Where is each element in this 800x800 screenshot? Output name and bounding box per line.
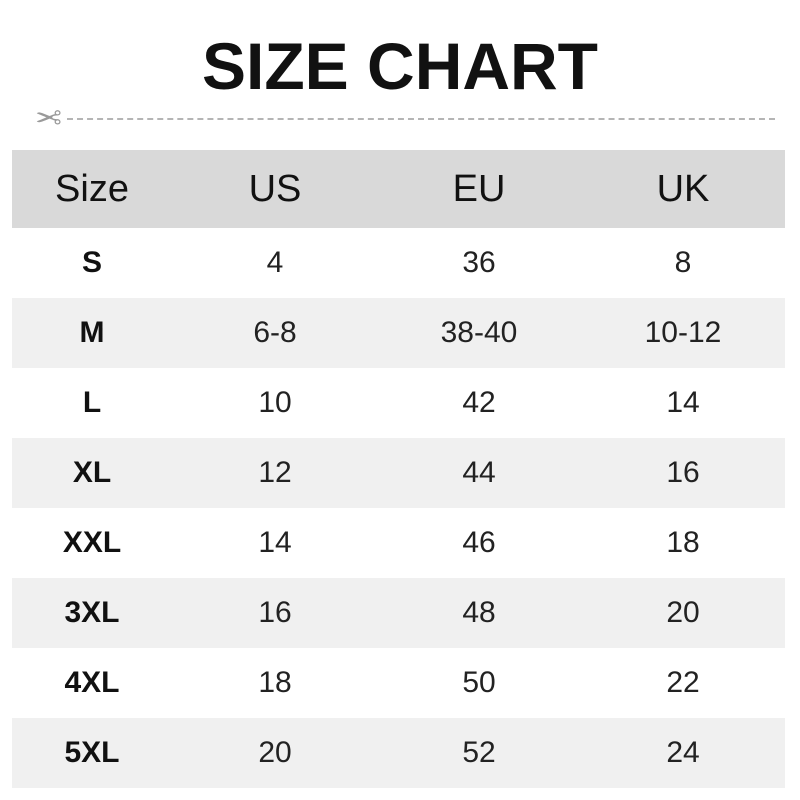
dashed-line xyxy=(67,118,775,120)
table-row: M 6-8 38-40 10-12 xyxy=(12,298,785,368)
cell-uk: 16 xyxy=(666,456,700,489)
cut-line-divider: ✂ xyxy=(35,100,775,136)
cell-eu: 42 xyxy=(462,386,496,419)
cell-uk: 18 xyxy=(666,526,700,559)
cell-uk: 8 xyxy=(674,246,692,279)
cell-uk: 24 xyxy=(666,736,700,769)
cell-uk: 22 xyxy=(666,666,700,699)
cell-us: 18 xyxy=(258,666,292,699)
cell-size: 5XL xyxy=(64,736,120,769)
table-row: L 10 42 14 xyxy=(12,368,785,438)
cell-eu: 38-40 xyxy=(440,316,518,349)
header-size: Size xyxy=(55,167,129,210)
cell-us: 4 xyxy=(266,246,284,279)
scissors-icon: ✂ xyxy=(35,100,62,136)
table-row: XL 12 44 16 xyxy=(12,438,785,508)
cell-uk: 10-12 xyxy=(644,316,722,349)
cell-eu: 48 xyxy=(462,596,496,629)
table-row: S 4 36 8 xyxy=(12,228,785,298)
cell-us: 12 xyxy=(258,456,292,489)
header-us: US xyxy=(248,167,302,210)
cell-size: M xyxy=(79,316,105,349)
cell-us: 16 xyxy=(258,596,292,629)
cell-uk: 20 xyxy=(666,596,700,629)
cell-us: 6-8 xyxy=(253,316,297,349)
cell-size: 3XL xyxy=(64,596,120,629)
cell-us: 10 xyxy=(258,386,292,419)
cell-eu: 50 xyxy=(462,666,496,699)
cell-size: XL xyxy=(72,456,112,489)
table-row: 3XL 16 48 20 xyxy=(12,578,785,648)
size-table: Size US EU UK S 4 36 8 M 6-8 38-40 10-12 L 10 42 14… xyxy=(12,150,785,788)
cell-size: 4XL xyxy=(64,666,120,699)
cell-size: L xyxy=(82,386,102,419)
table-header-row: Size US EU UK xyxy=(12,150,785,228)
cell-size: S xyxy=(81,246,102,279)
cell-size: XXL xyxy=(62,526,122,559)
cell-eu: 44 xyxy=(462,456,496,489)
cell-us: 14 xyxy=(258,526,292,559)
table-row: 4XL 18 50 22 xyxy=(12,648,785,718)
table-row: XXL 14 46 18 xyxy=(12,508,785,578)
page-title: SIZE CHART xyxy=(202,29,598,103)
cell-uk: 14 xyxy=(666,386,700,419)
cell-eu: 46 xyxy=(462,526,496,559)
header-eu: EU xyxy=(452,167,506,210)
table-row: 5XL 20 52 24 xyxy=(12,718,785,788)
cell-eu: 52 xyxy=(462,736,496,769)
header-uk: UK xyxy=(656,167,710,210)
cell-us: 20 xyxy=(258,736,292,769)
cell-eu: 36 xyxy=(462,246,496,279)
